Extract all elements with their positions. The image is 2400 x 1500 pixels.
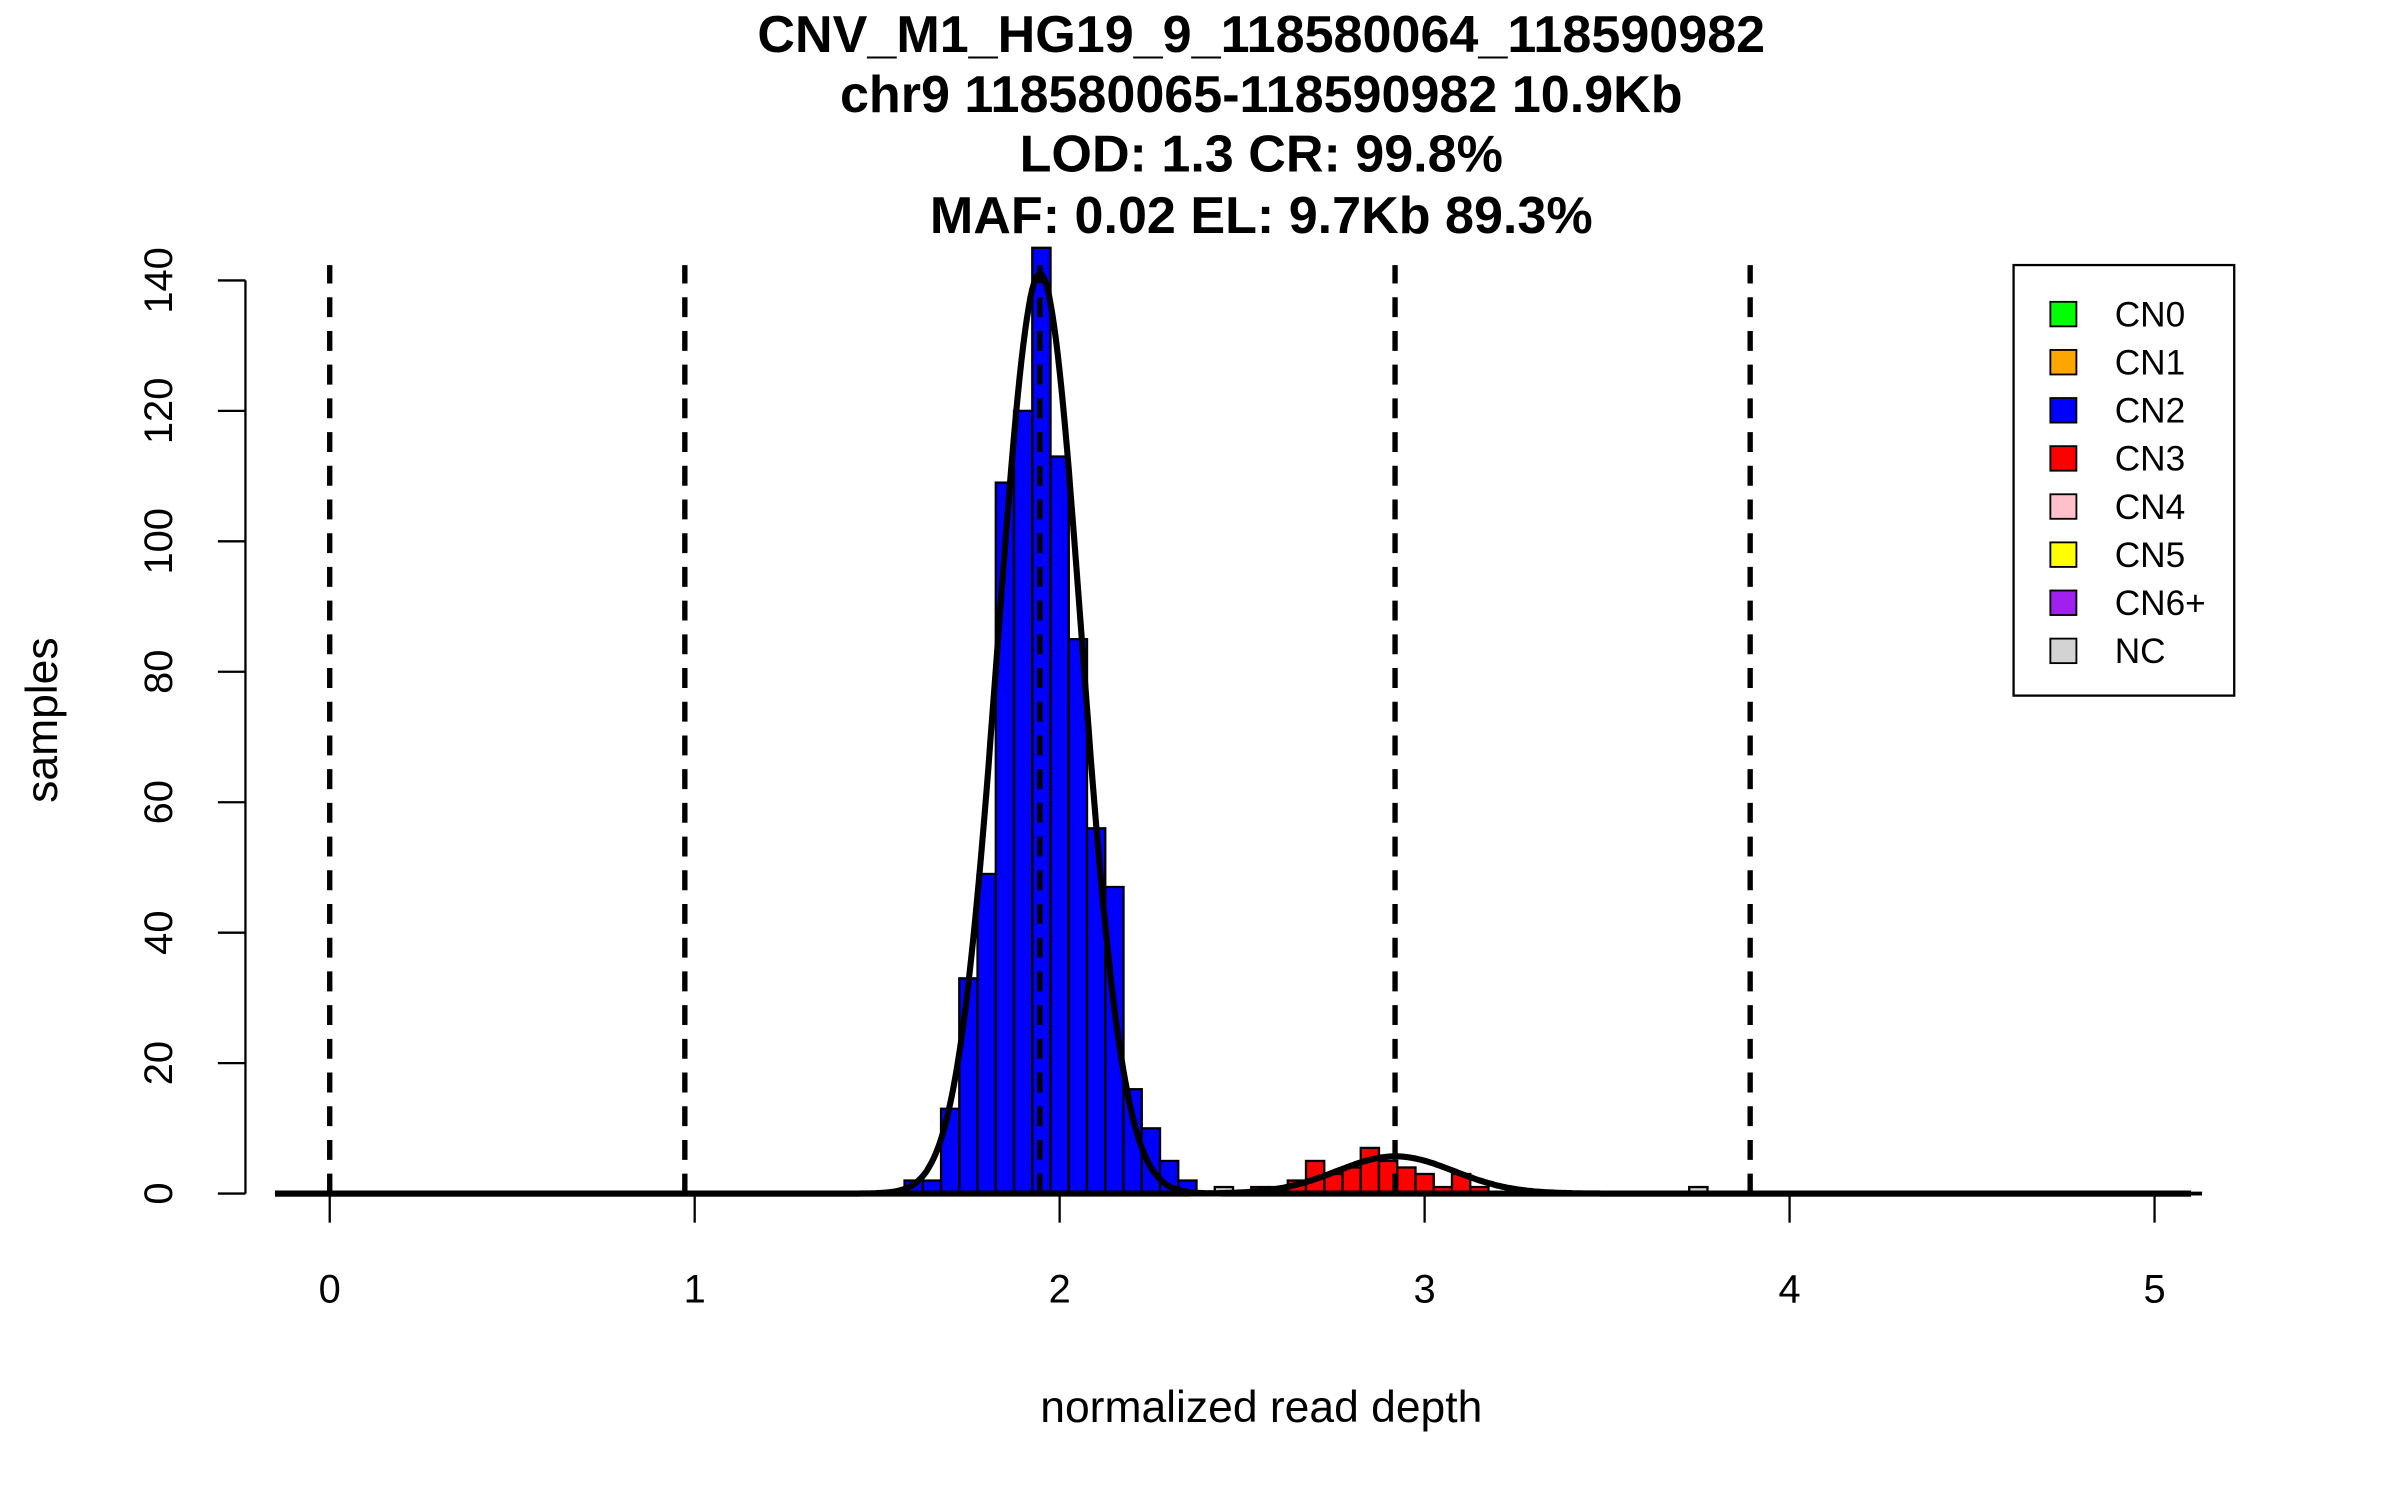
x-tick-label: 0 <box>319 1267 341 1311</box>
bar-cn2 <box>976 872 997 1195</box>
legend-swatch-cn6plus <box>2049 589 2078 616</box>
bar-cn2 <box>1049 455 1070 1195</box>
histogram-bars <box>274 246 1991 1195</box>
x-tick-label: 1 <box>684 1267 706 1311</box>
legend-label: CN1 <box>2115 343 2185 382</box>
legend-label: CN4 <box>2115 488 2185 527</box>
legend-swatch-nc <box>2049 637 2078 665</box>
fit-curves <box>275 270 2192 1197</box>
bar-cn3 <box>1396 1166 1417 1195</box>
legend-label: CN0 <box>2115 295 2185 334</box>
y-tick-label: 20 <box>137 1041 181 1085</box>
x-tick-label: 4 <box>1779 1267 1801 1311</box>
legend-label: CN2 <box>2115 392 2185 431</box>
legend-label: NC <box>2115 632 2166 671</box>
legend-label: CN5 <box>2115 536 2185 575</box>
bar-cn2 <box>1067 638 1089 1195</box>
y-tick-label: 100 <box>137 508 181 574</box>
x-axis-label: normalized read depth <box>1040 1383 1482 1432</box>
legend-label: CN3 <box>2115 440 2185 479</box>
chart-title: CNV_M1_HG19_9_118580064_118590982 chr9 1… <box>757 6 1765 245</box>
y-axis: 0 20 40 60 80 100 120 140 <box>137 247 247 1205</box>
x-tick-label: 3 <box>1414 1267 1436 1311</box>
legend-swatch-cn1 <box>2049 349 2078 376</box>
legend-swatch-cn2 <box>2049 397 2078 424</box>
y-tick-label: 140 <box>137 247 181 313</box>
legend-swatch-cn3 <box>2049 445 2078 472</box>
title-line-1: CNV_M1_HG19_9_118580064_118590982 <box>757 6 1765 64</box>
legend-label: CN6+ <box>2115 584 2206 623</box>
x-axis: 0 1 2 3 4 5 <box>274 1191 2203 1311</box>
title-line-2: chr9 118580065-118590982 10.9Kb <box>840 66 1683 124</box>
y-tick-label: 40 <box>137 911 181 955</box>
title-line-3: LOD: 1.3 CR: 99.8% <box>1020 126 1503 184</box>
legend-swatch-cn4 <box>2049 493 2078 520</box>
title-line-4: MAF: 0.02 EL: 9.7Kb 89.3% <box>930 187 1593 245</box>
bar-cn3 <box>1341 1166 1362 1195</box>
legend-box <box>2012 263 2236 697</box>
fit-curve <box>275 270 2192 1197</box>
x-tick-label: 5 <box>2143 1267 2165 1311</box>
legend: CN0 CN1 CN2 CN3 CN4 CN5 CN6+ NC <box>2012 263 2236 697</box>
y-tick-label: 0 <box>137 1182 181 1204</box>
legend-swatch-cn0 <box>2049 300 2078 328</box>
y-tick-label: 120 <box>137 378 181 444</box>
bar-cn2 <box>958 977 979 1195</box>
y-tick-label: 80 <box>137 650 181 694</box>
bar-cn2 <box>1012 409 1034 1195</box>
x-tick-label: 2 <box>1049 1267 1071 1311</box>
bar-cn3 <box>1359 1146 1381 1195</box>
legend-swatch-cn5 <box>2049 541 2078 568</box>
y-axis-label: samples <box>18 637 67 802</box>
y-tick-label: 60 <box>137 780 181 824</box>
